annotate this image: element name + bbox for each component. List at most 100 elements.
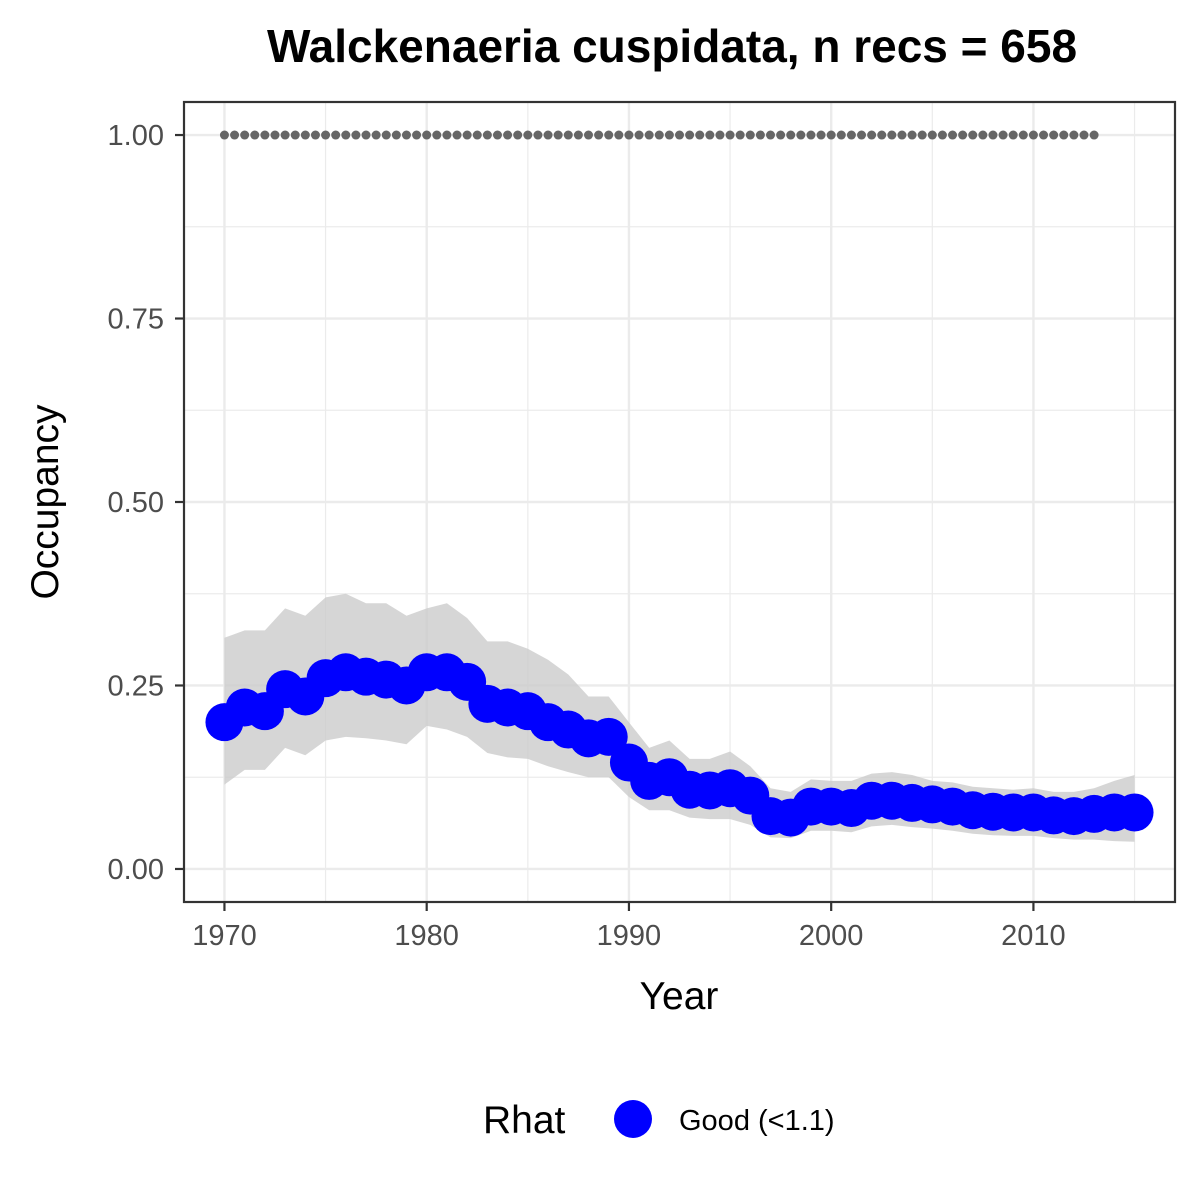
reference-point bbox=[654, 130, 664, 140]
reference-point bbox=[331, 130, 341, 140]
reference-point bbox=[877, 130, 887, 140]
x-tick-label: 1970 bbox=[192, 920, 257, 952]
reference-point bbox=[1089, 130, 1099, 140]
legend-title: Rhat bbox=[483, 1099, 566, 1142]
x-tick-label: 1990 bbox=[597, 920, 662, 952]
reference-point bbox=[1018, 130, 1028, 140]
reference-point bbox=[695, 130, 705, 140]
reference-point bbox=[634, 130, 644, 140]
reference-point bbox=[766, 130, 776, 140]
chart-title: Walckenaeria cuspidata, n recs = 658 bbox=[267, 20, 1077, 72]
reference-point bbox=[300, 130, 310, 140]
reference-point bbox=[442, 130, 452, 140]
reference-point bbox=[563, 130, 573, 140]
occupancy-points bbox=[205, 653, 1154, 837]
reference-point bbox=[553, 130, 563, 140]
reference-point bbox=[381, 130, 391, 140]
reference-point bbox=[1039, 130, 1049, 140]
reference-point bbox=[725, 130, 735, 140]
reference-point bbox=[240, 130, 250, 140]
x-axis-title: Year bbox=[640, 975, 719, 1018]
reference-point bbox=[715, 130, 725, 140]
reference-point bbox=[452, 130, 462, 140]
reference-point bbox=[422, 130, 432, 140]
x-tick-label: 1980 bbox=[394, 920, 459, 952]
reference-point bbox=[250, 130, 260, 140]
reference-point bbox=[927, 130, 937, 140]
reference-point bbox=[604, 130, 614, 140]
grid-lines bbox=[184, 102, 1175, 902]
reference-point bbox=[624, 130, 634, 140]
reference-point bbox=[816, 130, 826, 140]
reference-point bbox=[533, 130, 543, 140]
reference-point bbox=[280, 130, 290, 140]
reference-point bbox=[755, 130, 765, 140]
reference-point bbox=[776, 130, 786, 140]
reference-point bbox=[412, 130, 422, 140]
reference-point bbox=[664, 130, 674, 140]
legend-label-good: Good (<1.1) bbox=[679, 1105, 835, 1137]
reference-point bbox=[614, 130, 624, 140]
reference-point bbox=[290, 130, 300, 140]
x-axis-ticks: 1970 1980 1990 2000 2010 bbox=[192, 902, 1066, 952]
occupancy-point bbox=[589, 717, 628, 756]
reference-point bbox=[543, 130, 553, 140]
reference-point bbox=[948, 130, 958, 140]
reference-point bbox=[887, 130, 897, 140]
reference-point bbox=[401, 130, 411, 140]
reference-point bbox=[260, 130, 270, 140]
reference-point bbox=[341, 130, 351, 140]
x-tick-label: 2010 bbox=[1001, 920, 1066, 952]
reference-points bbox=[219, 130, 1099, 140]
reference-point bbox=[219, 130, 229, 140]
legend: Rhat Good (<1.1) bbox=[483, 1099, 835, 1142]
reference-point bbox=[958, 130, 968, 140]
reference-point bbox=[513, 130, 523, 140]
y-axis-title: Occupancy bbox=[24, 404, 67, 600]
reference-point bbox=[472, 130, 482, 140]
reference-point bbox=[937, 130, 947, 140]
reference-point bbox=[492, 130, 502, 140]
reference-point bbox=[573, 130, 583, 140]
y-tick-label: 0.75 bbox=[108, 304, 164, 336]
reference-point bbox=[503, 130, 513, 140]
reference-point bbox=[735, 130, 745, 140]
reference-point bbox=[321, 130, 331, 140]
reference-point bbox=[968, 130, 978, 140]
occupancy-point bbox=[1115, 793, 1154, 832]
reference-point bbox=[867, 130, 877, 140]
reference-point bbox=[1008, 130, 1018, 140]
reference-point bbox=[583, 130, 593, 140]
reference-point bbox=[796, 130, 806, 140]
y-tick-label: 0.00 bbox=[108, 854, 164, 886]
reference-point bbox=[806, 130, 816, 140]
reference-point bbox=[594, 130, 604, 140]
reference-point bbox=[270, 130, 280, 140]
reference-point bbox=[1049, 130, 1059, 140]
reference-point bbox=[351, 130, 361, 140]
reference-point bbox=[361, 130, 371, 140]
reference-point bbox=[988, 130, 998, 140]
reference-point bbox=[1069, 130, 1079, 140]
reference-point bbox=[1079, 130, 1089, 140]
reference-point bbox=[482, 130, 492, 140]
reference-point bbox=[917, 130, 927, 140]
legend-key-good bbox=[614, 1100, 652, 1138]
reference-point bbox=[462, 130, 472, 140]
reference-point bbox=[846, 130, 856, 140]
reference-point bbox=[745, 130, 755, 140]
reference-point bbox=[907, 130, 917, 140]
reference-point bbox=[432, 130, 442, 140]
reference-point bbox=[705, 130, 715, 140]
reference-point bbox=[644, 130, 654, 140]
y-tick-label: 0.25 bbox=[108, 670, 164, 702]
reference-point bbox=[857, 130, 867, 140]
reference-point bbox=[998, 130, 1008, 140]
reference-point bbox=[523, 130, 533, 140]
reference-point bbox=[1028, 130, 1038, 140]
reference-point bbox=[1059, 130, 1069, 140]
y-tick-label: 0.50 bbox=[108, 487, 164, 519]
reference-point bbox=[371, 130, 381, 140]
reference-point bbox=[826, 130, 836, 140]
